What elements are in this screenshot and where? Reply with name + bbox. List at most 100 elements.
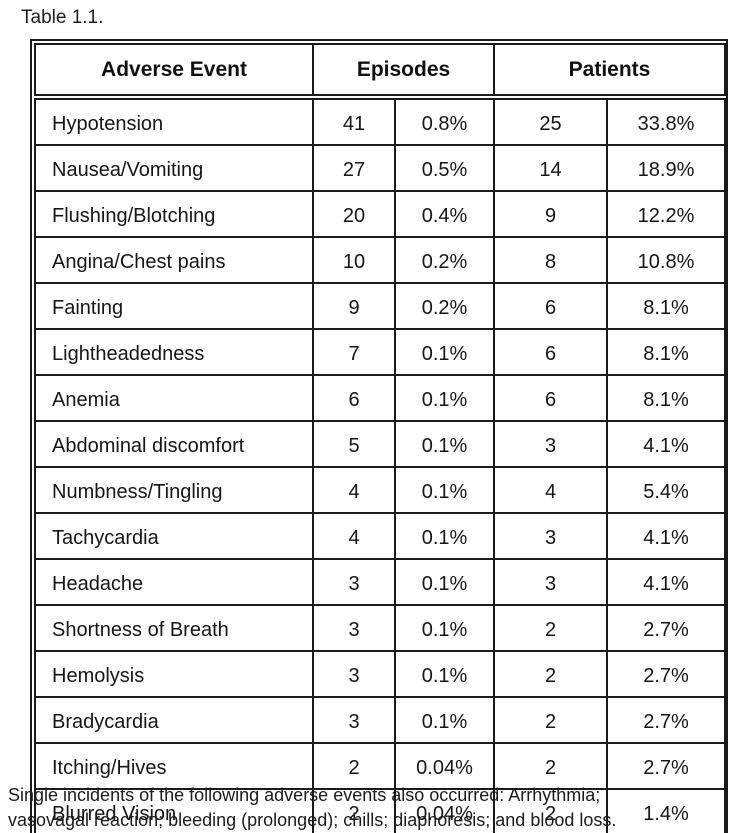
cell-adverse-event: Abdominal discomfort	[34, 420, 314, 468]
cell-adverse-event: Blurred Vision	[34, 788, 314, 833]
cell-adverse-event: Itching/Hives	[34, 742, 314, 790]
cell-episodes-percent: 0.04%	[394, 788, 495, 833]
cell-episodes-percent: 0.1%	[394, 512, 495, 560]
table-row: Fainting 9 0.2% 6 8.1%	[34, 282, 727, 330]
cell-patients-count: 2	[493, 696, 608, 744]
header-row: Adverse Event Episodes Patients	[34, 43, 727, 100]
cell-patients-percent: 1.4%	[605, 788, 727, 833]
cell-episodes-percent: 0.1%	[394, 374, 495, 422]
table-row: Angina/Chest pains 10 0.2% 8 10.8%	[34, 236, 727, 284]
cell-episodes-count: 3	[312, 696, 396, 744]
cell-episodes-count: 2	[312, 788, 396, 833]
cell-episodes-percent: 0.8%	[394, 96, 495, 146]
cell-episodes-percent: 0.4%	[394, 190, 495, 238]
cell-episodes-percent: 0.1%	[394, 558, 495, 606]
cell-episodes-count: 4	[312, 512, 396, 560]
cell-adverse-event: Lightheadedness	[34, 328, 314, 376]
table-row: Headache 3 0.1% 3 4.1%	[34, 558, 727, 606]
column-header-episodes: Episodes	[312, 43, 495, 100]
cell-episodes-count: 10	[312, 236, 396, 284]
cell-episodes-count: 5	[312, 420, 396, 468]
footnote-line-2: vasovagal reaction; bleeding (prolonged)…	[8, 810, 617, 830]
table-row: Nausea/Vomiting 27 0.5% 14 18.9%	[34, 144, 727, 192]
cell-episodes-percent: 0.1%	[394, 696, 495, 744]
table-row: Blurred Vision 2 0.04% 2 1.4%	[34, 788, 727, 833]
cell-patients-percent: 2.7%	[605, 604, 727, 652]
table-body: Hypotension 41 0.8% 25 33.8% Nausea/Vomi…	[34, 96, 727, 833]
cell-patients-count: 25	[493, 96, 608, 146]
table-row: Hemolysis 3 0.1% 2 2.7%	[34, 650, 727, 698]
table-row: Hypotension 41 0.8% 25 33.8%	[34, 96, 727, 146]
cell-patients-percent: 5.4%	[605, 466, 727, 514]
cell-patients-percent: 18.9%	[605, 144, 727, 192]
cell-episodes-percent: 0.1%	[394, 420, 495, 468]
table-row: Flushing/Blotching 20 0.4% 9 12.2%	[34, 190, 727, 238]
adverse-events-table-frame: Adverse Event Episodes Patients Hypotens…	[30, 39, 728, 833]
cell-patients-count: 6	[493, 328, 608, 376]
cell-patients-percent: 2.7%	[605, 650, 727, 698]
cell-patients-percent: 4.1%	[605, 558, 727, 606]
cell-adverse-event: Angina/Chest pains	[34, 236, 314, 284]
cell-episodes-percent: 0.1%	[394, 466, 495, 514]
cell-adverse-event: Flushing/Blotching	[34, 190, 314, 238]
cell-adverse-event: Headache	[34, 558, 314, 606]
cell-episodes-count: 3	[312, 558, 396, 606]
cell-patients-percent: 8.1%	[605, 328, 727, 376]
table-row: Anemia 6 0.1% 6 8.1%	[34, 374, 727, 422]
cell-episodes-percent: 0.1%	[394, 328, 495, 376]
cell-episodes-percent: 0.04%	[394, 742, 495, 790]
cell-patients-count: 3	[493, 512, 608, 560]
table-footnote: Single incidents of the following advers…	[8, 783, 732, 833]
cell-adverse-event: Numbness/Tingling	[34, 466, 314, 514]
cell-patients-count: 6	[493, 374, 608, 422]
cell-patients-percent: 4.1%	[605, 512, 727, 560]
cell-episodes-count: 4	[312, 466, 396, 514]
footnote-line-1: Single incidents of the following advers…	[8, 785, 601, 805]
cell-adverse-event: Nausea/Vomiting	[34, 144, 314, 192]
table-caption: Table 1.1.	[21, 7, 104, 28]
cell-episodes-count: 7	[312, 328, 396, 376]
cell-patients-percent: 8.1%	[605, 374, 727, 422]
cell-episodes-percent: 0.1%	[394, 604, 495, 652]
cell-episodes-count: 3	[312, 650, 396, 698]
cell-patients-count: 2	[493, 604, 608, 652]
column-header-adverse-event: Adverse Event	[34, 43, 314, 100]
cell-episodes-percent: 0.1%	[394, 650, 495, 698]
cell-patients-count: 4	[493, 466, 608, 514]
cell-patients-percent: 12.2%	[605, 190, 727, 238]
cell-episodes-count: 20	[312, 190, 396, 238]
table-row: Itching/Hives 2 0.04% 2 2.7%	[34, 742, 727, 790]
cell-patients-count: 8	[493, 236, 608, 284]
table-row: Tachycardia 4 0.1% 3 4.1%	[34, 512, 727, 560]
cell-patients-count: 2	[493, 650, 608, 698]
adverse-events-table: Adverse Event Episodes Patients Hypotens…	[34, 43, 727, 833]
table-row: Numbness/Tingling 4 0.1% 4 5.4%	[34, 466, 727, 514]
table-row: Abdominal discomfort 5 0.1% 3 4.1%	[34, 420, 727, 468]
cell-patients-percent: 2.7%	[605, 696, 727, 744]
table-row: Bradycardia 3 0.1% 2 2.7%	[34, 696, 727, 744]
cell-adverse-event: Tachycardia	[34, 512, 314, 560]
cell-adverse-event: Anemia	[34, 374, 314, 422]
cell-patients-count: 2	[493, 742, 608, 790]
cell-episodes-count: 6	[312, 374, 396, 422]
table-row: Shortness of Breath 3 0.1% 2 2.7%	[34, 604, 727, 652]
cell-patients-percent: 2.7%	[605, 742, 727, 790]
cell-patients-count: 6	[493, 282, 608, 330]
cell-episodes-percent: 0.2%	[394, 282, 495, 330]
cell-episodes-percent: 0.2%	[394, 236, 495, 284]
table-header: Adverse Event Episodes Patients	[34, 43, 727, 100]
cell-patients-percent: 33.8%	[605, 96, 727, 146]
cell-episodes-count: 2	[312, 742, 396, 790]
cell-patients-percent: 8.1%	[605, 282, 727, 330]
cell-patients-count: 3	[493, 420, 608, 468]
cell-adverse-event: Hypotension	[34, 96, 314, 146]
cell-patients-count: 9	[493, 190, 608, 238]
cell-episodes-count: 41	[312, 96, 396, 146]
column-header-patients: Patients	[492, 43, 727, 100]
cell-episodes-count: 3	[312, 604, 396, 652]
table-row: Lightheadedness 7 0.1% 6 8.1%	[34, 328, 727, 376]
cell-episodes-count: 27	[312, 144, 396, 192]
cell-episodes-percent: 0.5%	[394, 144, 495, 192]
cell-episodes-count: 9	[312, 282, 396, 330]
